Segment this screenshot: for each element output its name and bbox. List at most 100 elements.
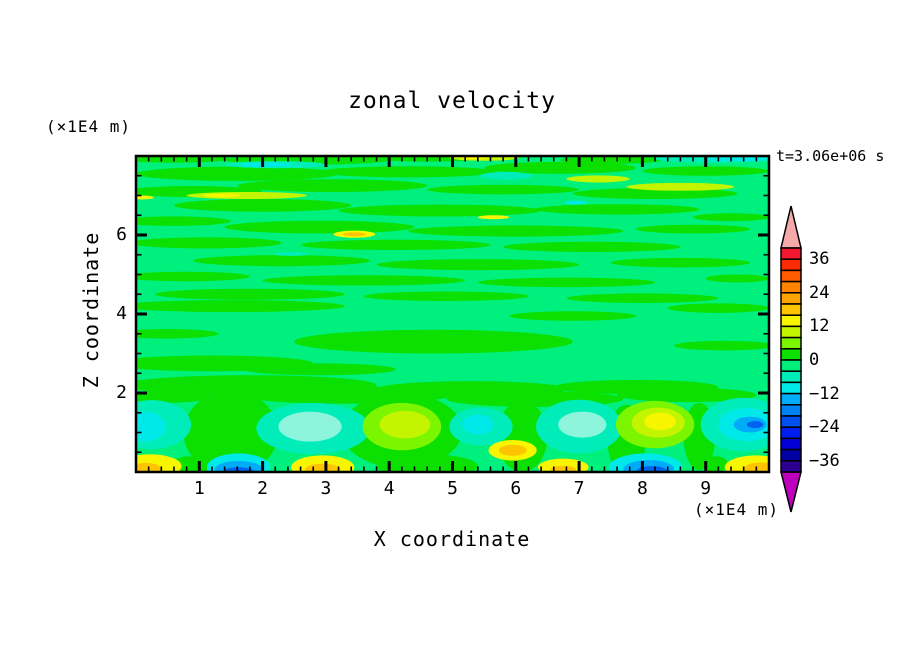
colorbar-tick-label: 0 bbox=[809, 350, 820, 370]
x-tick-label: 9 bbox=[700, 478, 712, 499]
contour-streak bbox=[136, 216, 231, 226]
contour-streak bbox=[503, 241, 681, 252]
x-tick-label: 7 bbox=[573, 478, 585, 499]
colorbar-tick-label: 12 bbox=[809, 316, 830, 337]
contour-streak bbox=[202, 193, 241, 198]
contour-streak bbox=[667, 303, 769, 313]
contour-streak bbox=[136, 195, 154, 200]
contour-streak bbox=[294, 329, 573, 354]
contour-streak bbox=[376, 454, 478, 472]
contour-blob bbox=[644, 412, 676, 431]
contour-streak bbox=[674, 340, 769, 351]
x-tick-label: 3 bbox=[320, 478, 332, 499]
contour-blob bbox=[558, 411, 607, 438]
colorbar-segment bbox=[780, 415, 802, 428]
contour-streak bbox=[477, 215, 510, 220]
contour-streak bbox=[192, 255, 371, 267]
contour-streak bbox=[363, 291, 529, 301]
colorbar-segment bbox=[780, 437, 802, 451]
colorbar-segment bbox=[780, 269, 802, 283]
x-tick-label: 6 bbox=[510, 478, 522, 499]
colorbar-segment bbox=[780, 448, 802, 462]
x-tick-label: 1 bbox=[193, 478, 205, 499]
colorbar-segment bbox=[780, 336, 802, 350]
colorbar-segment bbox=[780, 392, 802, 406]
colorbar-segment bbox=[780, 359, 802, 372]
colorbar-under-arrow bbox=[780, 471, 802, 513]
contour-streak bbox=[427, 184, 580, 195]
colorbar-tick-label: −24 bbox=[809, 417, 840, 438]
colorbar-tick-label: 24 bbox=[809, 282, 830, 303]
colorbar-tick-label: −12 bbox=[809, 383, 840, 404]
x-axis-title: X coordinate bbox=[373, 527, 531, 551]
chart-title: zonal velocity bbox=[348, 88, 556, 114]
colorbar-segment bbox=[780, 460, 802, 473]
contour-streak bbox=[243, 363, 396, 376]
contour-streak bbox=[702, 456, 728, 472]
colorbar-segment bbox=[780, 258, 802, 272]
y-tick-label: 4 bbox=[116, 303, 127, 324]
contour-streak bbox=[173, 199, 352, 212]
contour-streak bbox=[479, 171, 533, 180]
colorbar-segment bbox=[780, 280, 802, 294]
contour-blob bbox=[278, 411, 342, 442]
colorbar-segment bbox=[780, 247, 802, 260]
contour-streak bbox=[240, 162, 292, 167]
colorbar-segment bbox=[780, 303, 802, 316]
contour-blob bbox=[461, 414, 494, 435]
contour-streak bbox=[273, 251, 309, 256]
contour-streak bbox=[477, 277, 656, 288]
colorbar-segment bbox=[780, 370, 802, 384]
contour-streak bbox=[136, 166, 339, 181]
contour-streak bbox=[560, 156, 662, 164]
contour-streak bbox=[338, 204, 542, 217]
y-tick-label: 2 bbox=[116, 382, 127, 403]
contour-streak bbox=[319, 166, 497, 178]
contour-streak bbox=[262, 275, 466, 286]
contour-streak bbox=[566, 293, 719, 303]
contour-streak bbox=[705, 274, 769, 283]
contour-blob bbox=[746, 421, 764, 429]
contour-streak bbox=[566, 175, 630, 183]
contour-streak bbox=[534, 204, 700, 215]
colorbar-segment bbox=[780, 426, 802, 440]
colorbar-segment bbox=[780, 292, 802, 305]
colorbar-segment bbox=[780, 381, 802, 395]
colorbar-segment bbox=[780, 404, 802, 417]
contour-streak bbox=[342, 232, 366, 237]
contour-streak bbox=[136, 156, 231, 163]
contour-streak bbox=[136, 271, 250, 282]
contour-streak bbox=[300, 239, 491, 251]
contour-streak bbox=[183, 391, 279, 472]
contour-streak bbox=[509, 311, 637, 321]
contour-blob bbox=[136, 411, 166, 442]
colorbar-tick-label: 36 bbox=[809, 249, 830, 270]
colorbar-over-arrow bbox=[780, 205, 802, 249]
contour-blob bbox=[498, 444, 527, 456]
colorbar-segment bbox=[780, 325, 802, 339]
contour-field bbox=[136, 156, 769, 472]
x-tick-label: 8 bbox=[636, 478, 648, 499]
y-tick-label: 6 bbox=[116, 224, 127, 245]
contour-streak bbox=[626, 182, 735, 191]
contour-streak bbox=[408, 225, 624, 237]
contour-streak bbox=[705, 157, 769, 162]
contour-streak bbox=[636, 224, 751, 234]
contour-blob bbox=[743, 462, 769, 472]
contour-streak bbox=[136, 329, 219, 339]
contour-streak bbox=[237, 179, 428, 192]
x-tick-label: 5 bbox=[447, 478, 458, 499]
contour-blob bbox=[379, 410, 431, 439]
y-axis-unit-label: (×1E4 m) bbox=[46, 117, 132, 136]
contour-blob bbox=[537, 458, 589, 472]
contour-streak bbox=[642, 166, 769, 176]
contour-blob bbox=[636, 466, 668, 472]
contour-streak bbox=[136, 300, 345, 313]
contour-streak bbox=[376, 259, 580, 271]
x-axis-unit-label: (×1E4 m) bbox=[693, 500, 779, 519]
colorbar-tick-label: −36 bbox=[809, 450, 840, 471]
x-tick-label: 4 bbox=[383, 478, 395, 499]
contour-blob bbox=[550, 465, 576, 472]
